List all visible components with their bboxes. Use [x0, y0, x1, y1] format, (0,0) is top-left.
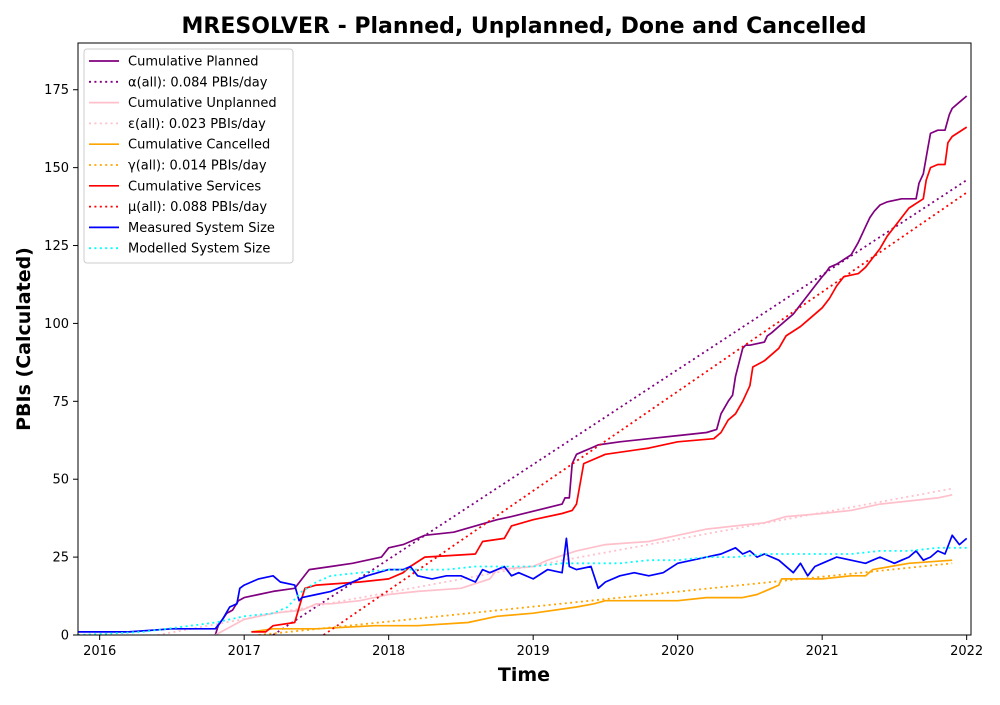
x-tick-label: 2021: [806, 644, 839, 659]
x-tick-label: 2019: [517, 644, 550, 659]
series-line-9: [78, 548, 967, 635]
x-tick-label: 2022: [950, 644, 983, 659]
x-tick-label: 2017: [228, 644, 261, 659]
x-tick-label: 2020: [661, 644, 694, 659]
y-tick-label: 150: [44, 161, 69, 176]
y-tick-label: 0: [61, 629, 69, 644]
series-line-2: [215, 495, 952, 635]
series-line-8: [78, 535, 967, 632]
y-tick-label: 175: [44, 83, 69, 98]
legend-label: Cumulative Services: [128, 179, 261, 194]
y-tick-label: 125: [44, 239, 69, 254]
series-line-1: [273, 180, 967, 635]
series-line-4: [251, 560, 952, 632]
legend-label: Measured System Size: [128, 221, 275, 236]
y-tick-label: 25: [52, 551, 69, 566]
x-tick-label: 2016: [83, 644, 116, 659]
legend-label: α(all): 0.084 PBIs/day: [128, 75, 268, 90]
series-line-6: [251, 127, 966, 632]
y-axis-label: PBIs (Calculated): [13, 247, 35, 431]
series-line-7: [324, 193, 967, 635]
plot-area: 2016 2017 2018 2019 2020 2021 2022 0 25 50 75 100 12…: [44, 43, 983, 659]
legend-label: μ(all): 0.088 PBIs/day: [128, 200, 267, 215]
series-line-0: [215, 96, 966, 635]
x-tick-label: 2018: [372, 644, 405, 659]
y-tick-label: 75: [52, 395, 69, 410]
legend-label: Cumulative Cancelled: [128, 138, 270, 153]
legend-label: γ(all): 0.014 PBIs/day: [128, 159, 267, 174]
legend-label: Modelled System Size: [128, 242, 270, 257]
legend-label: Cumulative Unplanned: [128, 96, 277, 111]
x-axis-label: Time: [498, 664, 550, 686]
legend: Cumulative Planned α(all): 0.084 PBIs/day…: [84, 49, 293, 263]
series-line-5: [259, 563, 953, 635]
y-tick-label: 50: [52, 473, 69, 488]
y-tick-label: 100: [44, 317, 69, 332]
legend-label: ε(all): 0.023 PBIs/day: [128, 117, 266, 132]
legend-label: Cumulative Planned: [128, 55, 258, 70]
chart-title: MRESOLVER - Planned, Unplanned, Done and…: [182, 14, 867, 39]
